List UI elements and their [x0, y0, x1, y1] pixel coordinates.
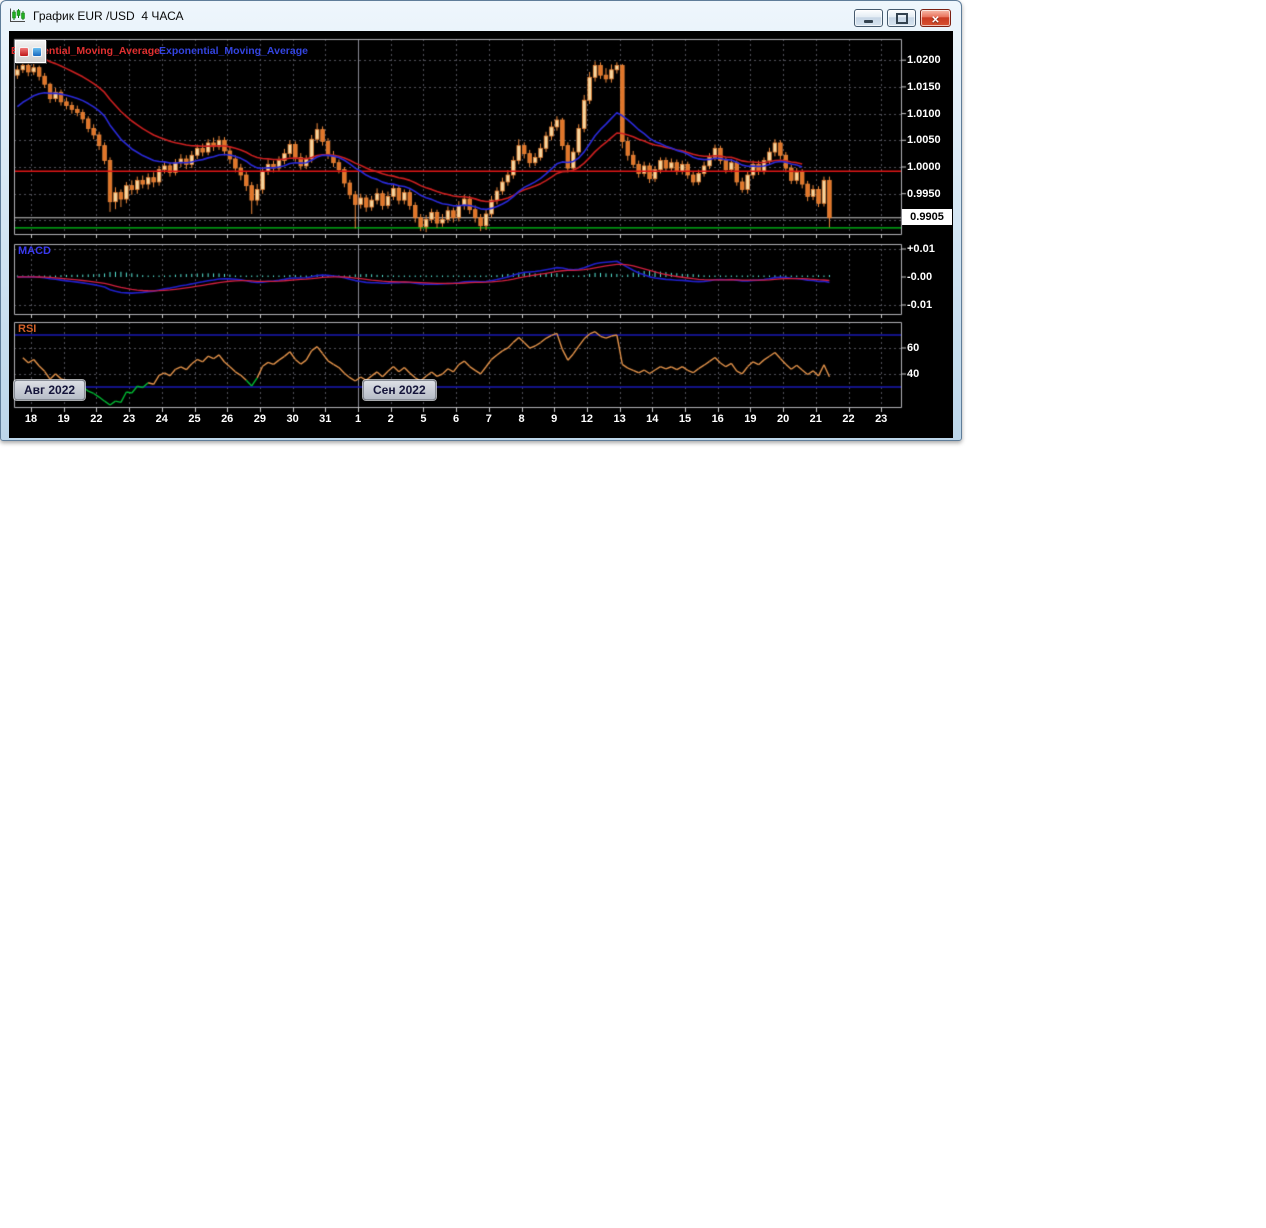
macd-axis-tick: -0.01 [907, 299, 933, 311]
x-axis-date-label: 30 [286, 413, 299, 425]
minimize-button[interactable] [854, 9, 883, 27]
x-axis-date-label: 15 [678, 413, 692, 425]
macd-axis-tick: -0.00 [907, 271, 933, 283]
x-axis-date-label: 20 [776, 413, 790, 425]
x-axis-date-label: 22 [90, 413, 103, 425]
rsi-axis-tick: 40 [907, 368, 920, 380]
legend-ema-red-label: Exponential_Moving_Average [11, 45, 160, 57]
window-controls [854, 9, 951, 27]
chart-window: График EUR /USD 4 ЧАСА Exponential_Movin… [0, 0, 962, 441]
window-title: График EUR /USD 4 ЧАСА [33, 9, 184, 23]
title-bar[interactable]: График EUR /USD 4 ЧАСА [1, 1, 961, 31]
price-chart-canvas[interactable] [9, 31, 953, 438]
close-button[interactable] [920, 9, 951, 27]
chart-client-area: Exponential_Moving_Average Exponential_M… [9, 31, 953, 438]
x-axis-date-label: 29 [253, 413, 267, 425]
maximize-button[interactable] [887, 9, 916, 27]
macd-pane-label: MACD [18, 245, 51, 257]
x-axis-date-label: 19 [744, 413, 757, 425]
x-axis-date-label: 18 [24, 413, 38, 425]
price-axis-tick: 1.0150 [907, 80, 941, 93]
price-axis-tick: 1.0000 [907, 161, 941, 173]
x-axis-date-label: 23 [875, 413, 888, 425]
price-axis-tick: 0.9950 [907, 187, 941, 200]
x-axis-date-label: 13 [613, 413, 626, 425]
price-axis-tick: 1.0200 [907, 54, 941, 67]
x-axis-date-label: 5 [420, 413, 427, 425]
maximize-icon [895, 12, 908, 24]
candlestick-chart-icon [10, 8, 25, 22]
x-axis-date-label: 19 [57, 413, 70, 425]
x-axis-date-label: 24 [155, 413, 168, 425]
x-axis-date-label: 8 [518, 413, 525, 425]
price-axis-tick: 1.0100 [907, 107, 941, 120]
x-axis-date-label: 2 [387, 413, 394, 425]
macd-axis-tick: +0.01 [907, 243, 935, 255]
current-price-badge: 0.9905 [902, 209, 952, 225]
x-axis-date-label: 21 [809, 413, 822, 425]
month-marker-badge: Авг 2022 [14, 380, 86, 400]
x-axis-date-label: 6 [453, 413, 460, 425]
rsi-axis-tick: 60 [907, 342, 920, 354]
rsi-pane-label: RSI [18, 323, 37, 335]
indicator-legend-swatches [15, 40, 46, 63]
price-axis-tick: 1.0050 [907, 134, 941, 147]
x-axis-date-label: 26 [221, 413, 234, 425]
close-icon [931, 11, 939, 26]
x-axis-date-label: 22 [842, 413, 855, 425]
x-axis-date-label: 16 [711, 413, 724, 425]
ema-blue-swatch-icon [32, 46, 42, 57]
x-axis-date-label: 14 [646, 413, 659, 425]
x-axis-date-label: 31 [319, 413, 332, 425]
x-axis-date-label: 1 [354, 413, 362, 425]
minimize-icon [864, 20, 873, 23]
x-axis-date-label: 12 [580, 413, 594, 425]
legend-ema-blue-label: Exponential_Moving_Average [159, 45, 308, 57]
x-axis-date-label: 9 [551, 413, 558, 425]
ema-red-swatch-icon [19, 46, 29, 57]
x-axis-date-label: 25 [188, 413, 201, 425]
x-axis-date-label: 7 [485, 413, 492, 425]
month-marker-badge: Сен 2022 [363, 380, 436, 400]
x-axis-date-label: 23 [122, 413, 136, 425]
